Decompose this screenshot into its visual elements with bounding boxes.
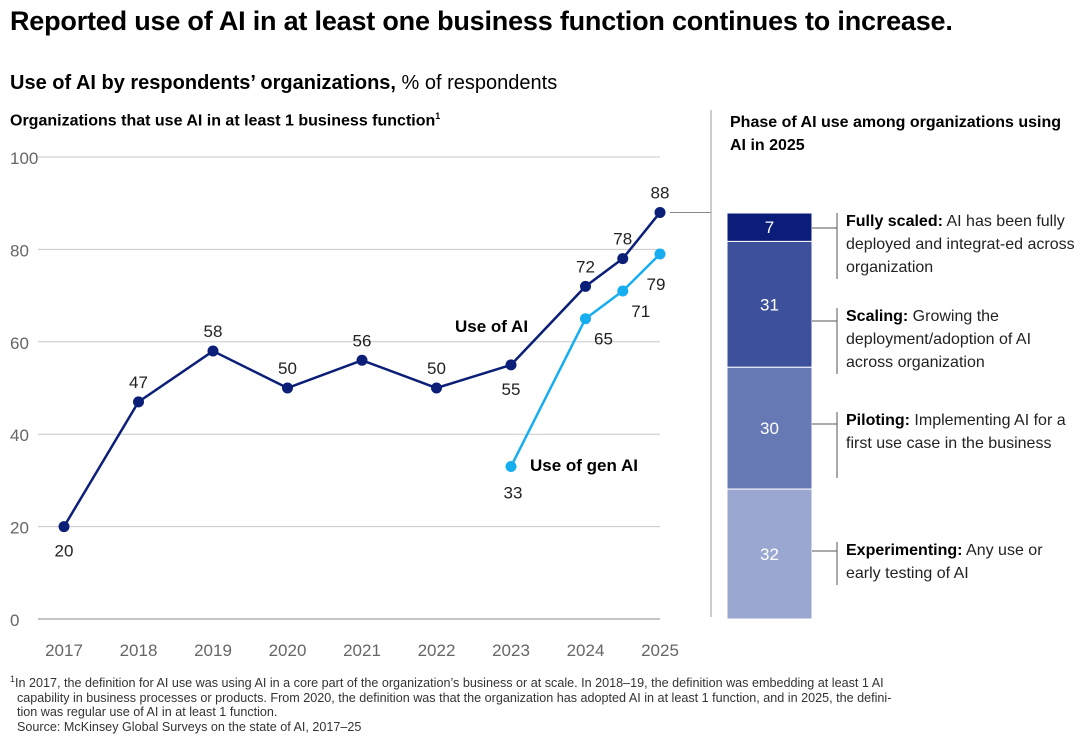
source: Source: McKinsey Global Surveys on the s… (17, 719, 362, 734)
phase-annotation: Experimenting: Any use or early testing … (846, 539, 1076, 585)
bar-segment-value: 7 (765, 218, 774, 237)
data-point (580, 313, 591, 325)
y-tick-label: 100 (10, 149, 38, 168)
series-label-gen-ai: Use of gen AI (530, 456, 638, 475)
data-label: 71 (631, 302, 650, 321)
data-point (654, 206, 666, 218)
x-tick-label: 2018 (120, 641, 158, 660)
data-label: 50 (278, 359, 297, 378)
series-line-gen-ai (509, 253, 661, 468)
data-label: 47 (129, 373, 148, 392)
y-tick-label: 0 (10, 611, 19, 630)
phase-description: Growing the deployment/adoption of AI ac… (846, 308, 1032, 371)
data-point (356, 354, 368, 366)
phase-annotation: Scaling: Growing the deployment/adoption… (846, 305, 1076, 374)
bar-segment (726, 366, 813, 490)
data-label: 58 (204, 322, 223, 341)
data-label: 72 (576, 257, 595, 276)
line-chart-title: Organizations that use AI in at least 1 … (10, 111, 440, 130)
phase-name: Scaling: (846, 308, 909, 325)
series-label-ai: Use of AI (455, 317, 528, 336)
phase-description: Any use or early testing of AI (846, 542, 1043, 582)
data-label: 78 (613, 230, 632, 249)
line-chart-title-text: Organizations that use AI in at least 1 … (10, 112, 436, 130)
data-point (617, 285, 629, 297)
footnote-marker: 1 (435, 111, 441, 121)
data-label: 33 (504, 484, 523, 503)
data-point (617, 253, 629, 265)
footnote-marker: 1 (10, 674, 16, 684)
data-label: 55 (502, 380, 521, 399)
data-point (207, 345, 219, 357)
data-point (133, 396, 144, 408)
x-tick-label: 2017 (45, 641, 83, 660)
y-tick-label: 60 (10, 334, 29, 353)
phase-name: Piloting: (846, 412, 910, 429)
y-tick-label: 20 (10, 519, 29, 538)
subtitle-bold: Use of AI by respondents’ organizations, (10, 72, 396, 94)
x-tick-label: 2025 (641, 641, 679, 660)
data-label: 79 (647, 275, 666, 294)
x-tick-label: 2022 (418, 641, 456, 660)
bar-segment-value: 31 (760, 295, 779, 314)
x-tick-label: 2021 (343, 641, 381, 660)
data-point (431, 382, 442, 394)
footnote-line: capability in business processes or prod… (17, 690, 892, 705)
bar-segment (726, 488, 813, 620)
page-title: Reported use of AI in at least one busin… (10, 6, 953, 36)
data-point (580, 280, 591, 292)
bar-chart-title: Phase of AI use among organizations usin… (730, 114, 1062, 154)
data-label: 88 (651, 183, 670, 202)
y-tick-label: 80 (10, 241, 29, 260)
bar-segment-value: 32 (760, 545, 779, 564)
series-line-ai (62, 211, 661, 528)
data-label: 20 (55, 542, 74, 561)
data-label: 56 (353, 331, 372, 350)
data-point (58, 521, 70, 533)
data-label: 65 (594, 330, 613, 349)
data-point (654, 248, 666, 260)
phase-annotation: Fully scaled: AI has been fully deployed… (846, 210, 1076, 279)
footnote-line: tion was regular use of AI in at least 1… (17, 705, 278, 720)
y-tick-label: 40 (10, 426, 29, 445)
subtitle: Use of AI by respondents’ organizations,… (10, 72, 557, 95)
phase-name: Fully scaled: (846, 213, 943, 230)
phase-name: Experimenting: (846, 542, 963, 559)
x-tick-label: 2024 (567, 641, 605, 660)
data-label: 50 (427, 359, 446, 378)
bar-segment-value: 30 (760, 419, 779, 438)
x-tick-label: 2020 (269, 641, 307, 660)
phase-description: AI has been fully deployed and integrat-… (846, 213, 1075, 276)
bar-segment (726, 212, 813, 242)
phase-annotation: Piloting: Implementing AI for a first us… (846, 409, 1076, 455)
bar-segment (726, 240, 813, 368)
footnote: 1In 2017, the definition for AI use was … (10, 672, 1070, 735)
phase-description: Implementing AI for a first use case in … (846, 412, 1066, 452)
x-tick-label: 2023 (492, 641, 530, 660)
data-point (505, 461, 517, 473)
data-point (282, 382, 293, 394)
x-tick-label: 2019 (194, 641, 232, 660)
footnote-text: In 2017, the definition for AI use was u… (15, 676, 884, 691)
subtitle-unit: % of respondents (396, 72, 558, 94)
footnote-line: 1In 2017, the definition for AI use was … (10, 672, 1070, 691)
data-point (505, 359, 517, 371)
